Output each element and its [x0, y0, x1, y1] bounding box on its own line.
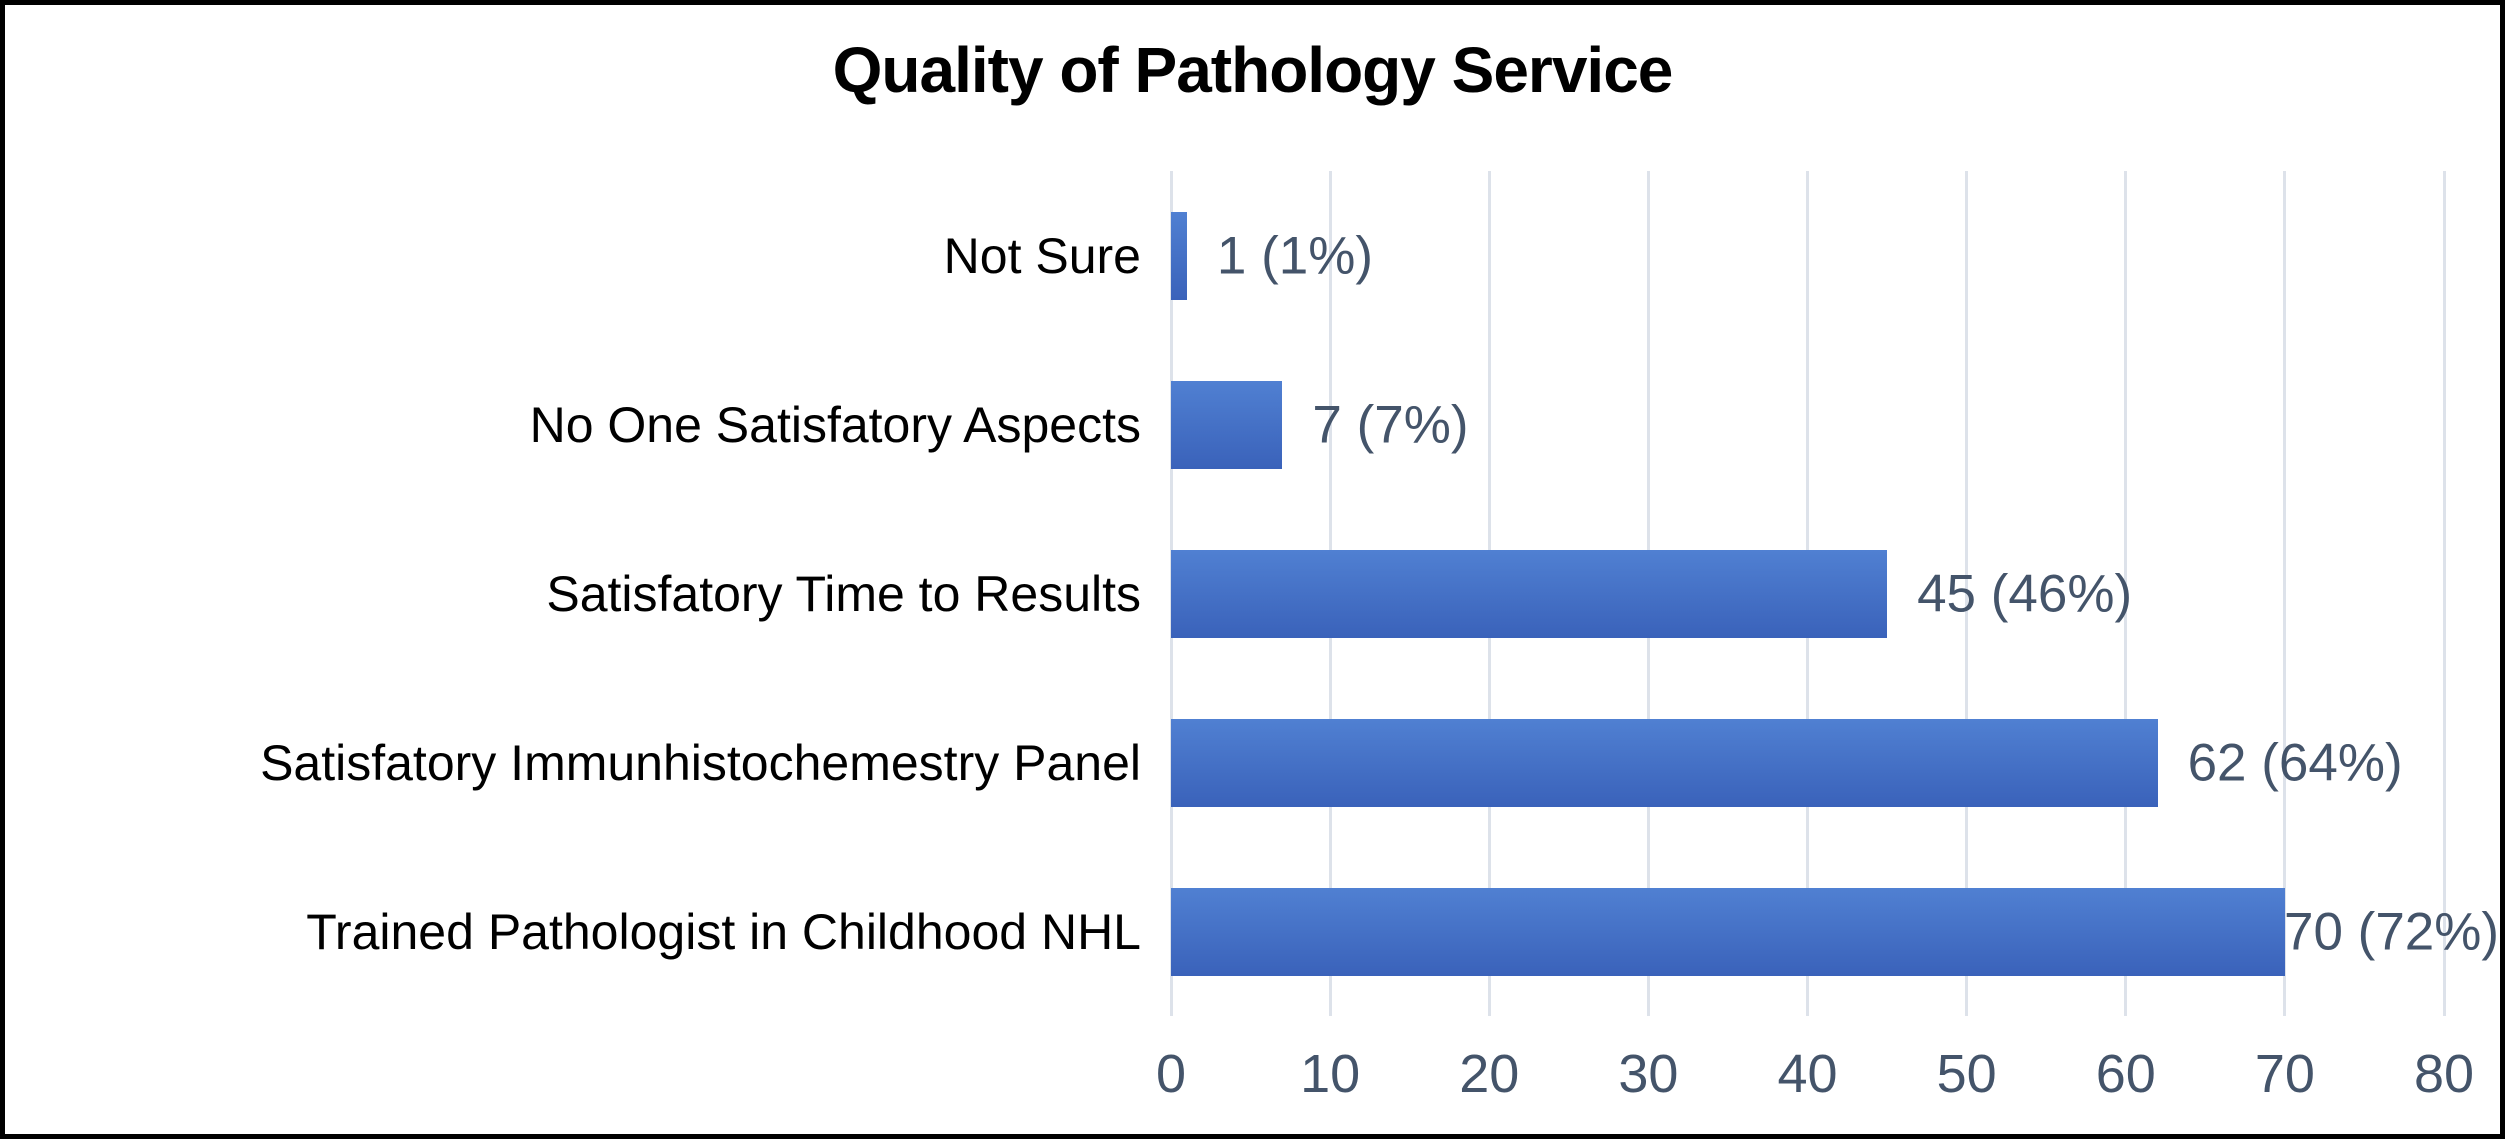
category-label: Satisfatory Immunhistochemestry Panel [260, 734, 1141, 791]
gridline [1965, 171, 1969, 1016]
category-label: Not Sure [943, 227, 1141, 284]
gridline [2124, 171, 2128, 1016]
bars-layer: 1 (1%) 7 (7%) 45 (46%) 62 (64%) 70 (72%) [1171, 171, 2499, 1016]
x-tick-label: 20 [1459, 1044, 1520, 1104]
x-tick-label: 60 [2095, 1044, 2156, 1104]
bar [1171, 549, 1888, 638]
x-tick-label: 30 [1618, 1044, 1679, 1104]
bar-value-label: 7 (7%) [1312, 395, 1469, 454]
bar [1171, 211, 1187, 300]
x-axis: 0 10 20 30 40 50 60 70 80 [1156, 1043, 2474, 1115]
chart-title: Quality of Pathology Service [832, 34, 1674, 106]
x-tick-label: 10 [1300, 1044, 1361, 1104]
bar [1171, 380, 1283, 469]
gridline [2442, 171, 2446, 1016]
x-tick-label: 70 [2254, 1044, 2315, 1104]
x-tick-label: 50 [1936, 1044, 1997, 1104]
gridline [2283, 171, 2287, 1016]
bar-value-label: 70 (72%) [2284, 902, 2500, 961]
category-axis: Not Sure No One Satisfatory Aspects Satisf… [25, 171, 1141, 1016]
category-label: Satisfatory Time to Results [546, 565, 1141, 622]
bar [1171, 887, 2285, 976]
x-tick-label: 80 [2413, 1044, 2475, 1104]
category-label: Trained Pathologist in Childhood NHL [306, 903, 1141, 960]
x-tick-label: 40 [1777, 1044, 1838, 1104]
category-label: No One Satisfatory Aspects [529, 396, 1141, 453]
bar-value-label: 62 (64%) [2187, 733, 2403, 792]
bar-value-label: 45 (46%) [1917, 564, 2133, 623]
x-tick-label: 0 [1155, 1044, 1187, 1104]
bar-value-label: 1 (1%) [1216, 226, 1374, 285]
bar [1171, 718, 2158, 807]
